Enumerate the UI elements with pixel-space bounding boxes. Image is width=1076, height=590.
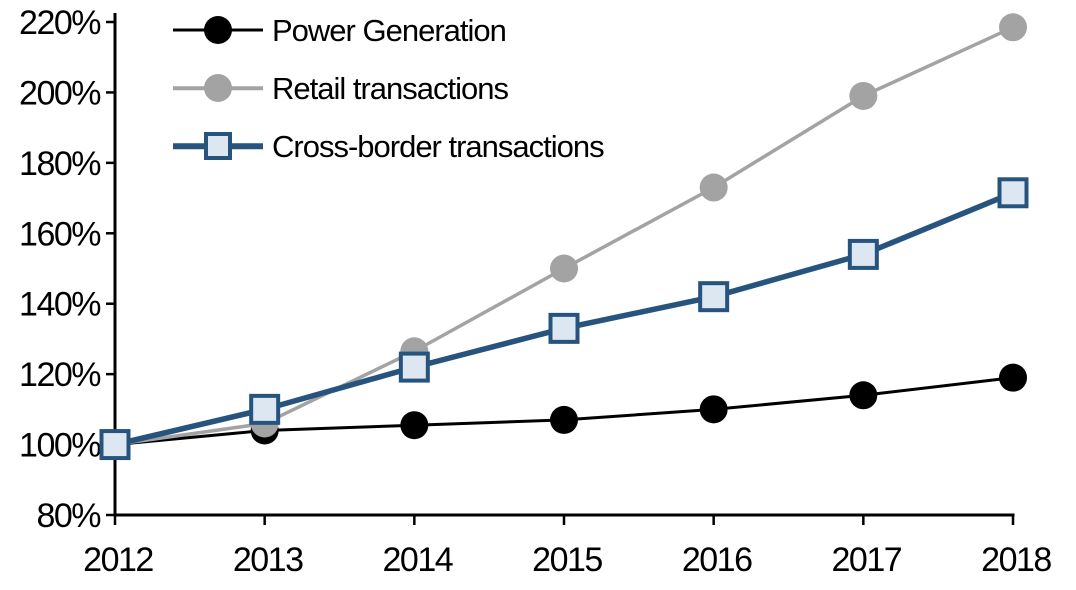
legend: Power Generation Retail transactions Cro…	[173, 1, 605, 175]
x-tick-label: 2015	[532, 541, 602, 579]
data-point-marker	[548, 312, 580, 344]
data-point-marker	[699, 395, 728, 424]
y-tick-label: 200%	[19, 74, 101, 112]
y-tick-label: 80%	[36, 497, 101, 535]
x-tick-label: 2017	[832, 541, 902, 579]
data-point-marker	[699, 173, 728, 202]
data-point-marker	[999, 13, 1027, 42]
data-point-marker	[550, 405, 578, 434]
black-circle-marker-icon	[173, 16, 263, 44]
data-point-marker	[847, 238, 879, 270]
blue-square-marker-icon	[173, 132, 263, 160]
x-tick-label: 2012	[83, 541, 153, 579]
legend-label-power-generation: Power Generation	[272, 12, 507, 48]
y-tick-label: 180%	[19, 145, 101, 183]
legend-label-retail-transactions: Retail transactions	[272, 70, 509, 106]
y-tick-label: 160%	[19, 215, 101, 253]
data-point-marker	[99, 429, 131, 461]
legend-item-retail-transactions: Retail transactions	[173, 59, 604, 117]
data-point-marker	[550, 254, 578, 283]
data-point-marker	[997, 177, 1029, 209]
legend-label-cross-border-transactions: Cross-border transactions	[272, 128, 605, 164]
x-tick-label: 2014	[383, 541, 453, 579]
y-tick-label: 100%	[19, 427, 101, 465]
data-point-marker	[400, 411, 429, 440]
x-tick-label: 2018	[981, 541, 1051, 579]
data-point-marker	[849, 81, 878, 110]
data-point-marker	[398, 351, 430, 383]
y-tick-label: 120%	[19, 356, 101, 394]
y-tick-label: 220%	[19, 4, 101, 42]
data-point-marker	[698, 281, 730, 313]
legend-item-cross-border-transactions: Cross-border transactions	[173, 117, 605, 175]
x-tick-label: 2013	[233, 541, 303, 579]
gray-circle-marker-icon	[173, 74, 263, 102]
x-tick-label: 2016	[682, 541, 752, 579]
data-point-marker	[849, 381, 878, 410]
data-point-marker	[249, 393, 281, 425]
y-tick-label: 140%	[19, 286, 101, 324]
data-point-marker	[999, 363, 1027, 392]
legend-item-power-generation: Power Generation	[173, 1, 604, 59]
